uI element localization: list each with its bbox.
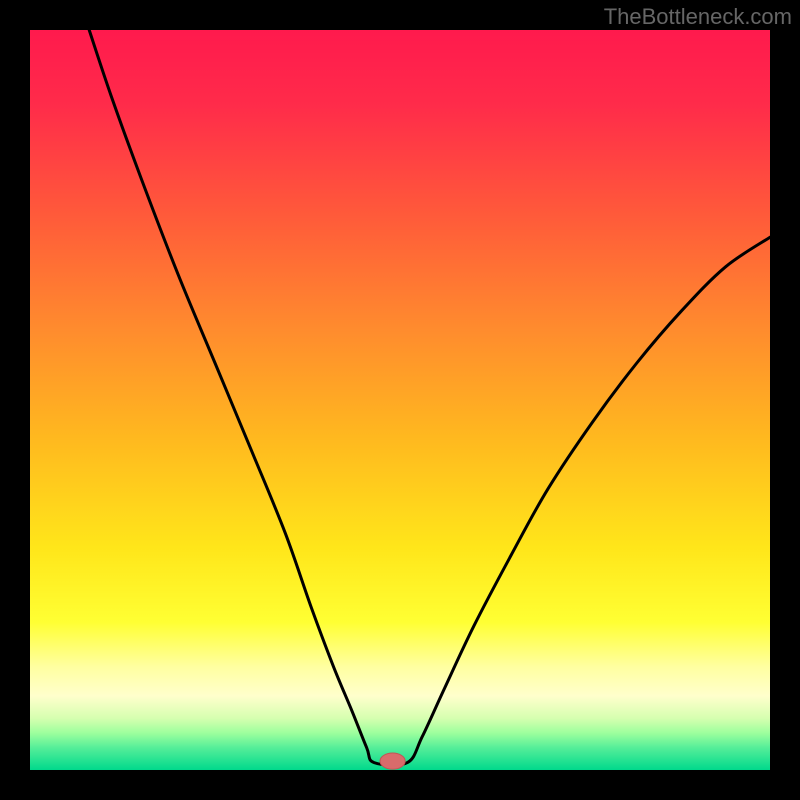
- chart-container: TheBottleneck.com: [0, 0, 800, 800]
- optimal-point-marker: [380, 753, 405, 769]
- gradient-plot-background: [30, 30, 770, 770]
- watermark-text: TheBottleneck.com: [604, 4, 792, 30]
- bottleneck-chart: [0, 0, 800, 800]
